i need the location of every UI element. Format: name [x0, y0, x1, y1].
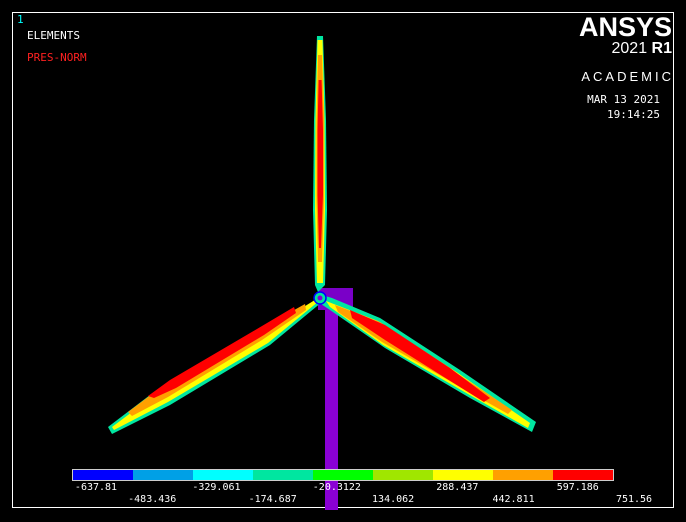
legend-band: [553, 470, 613, 480]
contour-legend-bar: [72, 469, 614, 481]
legend-label: -20.3122: [312, 482, 361, 493]
plot-type-label: ELEMENTS: [27, 29, 80, 42]
hub-center: [317, 295, 323, 301]
legend-label: -329.061: [192, 482, 241, 493]
ansys-logo: ANSYS: [578, 12, 672, 42]
legend-band: [373, 470, 433, 480]
blade-top: [313, 36, 327, 292]
legend-label: 134.062: [372, 494, 415, 505]
edition-label: ACADEMIC: [581, 69, 674, 84]
blade-right: [318, 295, 536, 432]
legend-band: [133, 470, 193, 480]
legend-band: [493, 470, 553, 480]
window-number: 1: [17, 13, 24, 26]
legend-band: [253, 470, 313, 480]
legend-band: [73, 470, 133, 480]
legend-label: -483.436: [128, 494, 177, 505]
tower: [325, 300, 338, 510]
legend-label: 751.56: [615, 494, 653, 505]
version-year: 2021: [611, 40, 648, 57]
blade-left: [108, 296, 322, 434]
date-stamp: MAR 13 2021: [587, 93, 660, 106]
legend-band: [433, 470, 493, 480]
time-stamp: 19:14:25: [607, 108, 660, 121]
legend-label: 597.186: [556, 482, 599, 493]
legend-label: 442.811: [492, 494, 535, 505]
legend-band: [193, 470, 253, 480]
version-release: R1: [651, 40, 672, 57]
viewport-border: [12, 12, 674, 508]
result-item-label: PRES-NORM: [27, 51, 87, 64]
legend-band: [313, 470, 373, 480]
legend-label: 288.437: [436, 482, 479, 493]
legend-label: -174.687: [248, 494, 297, 505]
version-label: 2021 R1: [612, 40, 673, 58]
legend-label: -637.81: [74, 482, 118, 493]
